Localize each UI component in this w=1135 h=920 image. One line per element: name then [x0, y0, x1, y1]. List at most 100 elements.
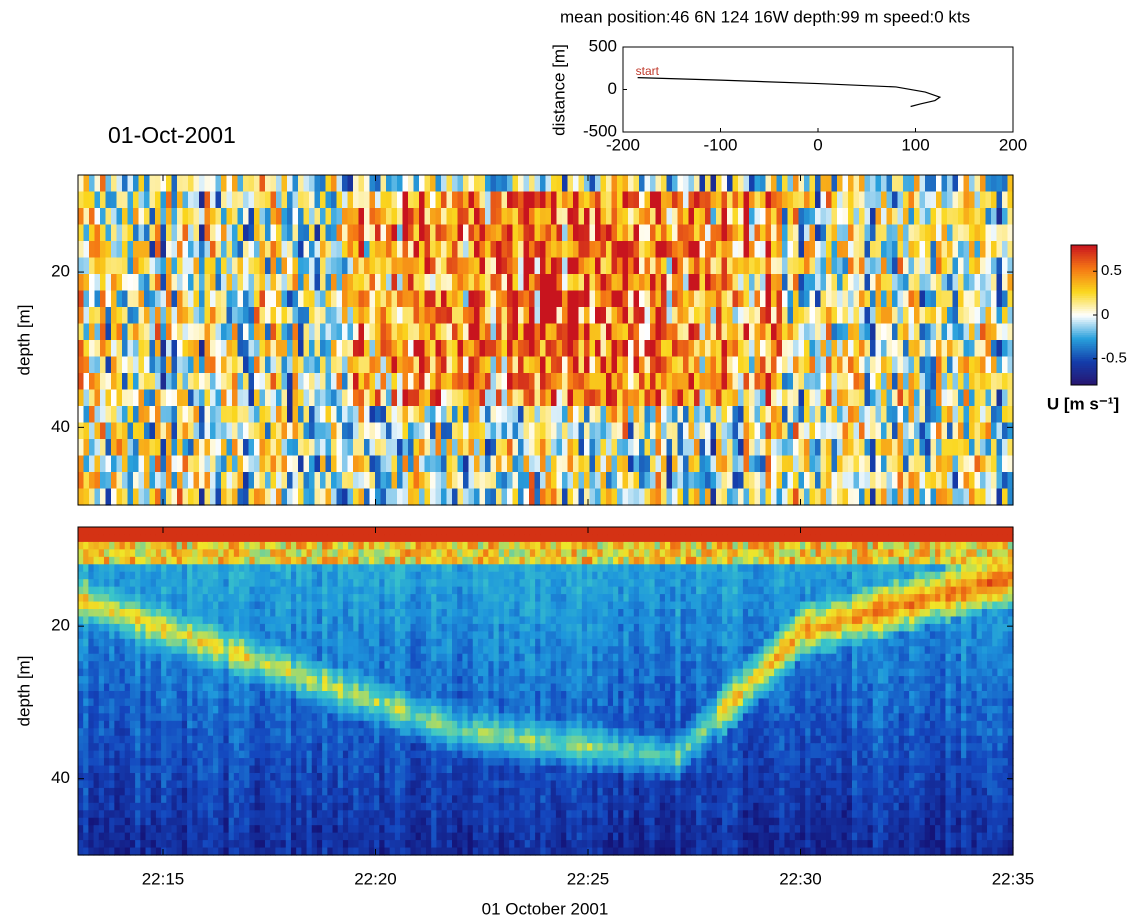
heatmap-cell	[980, 439, 987, 457]
heatmap-cell	[980, 290, 987, 308]
heatmap-cell	[892, 307, 899, 325]
heatmap-cell	[78, 735, 84, 744]
heatmap-cell	[138, 307, 145, 325]
heatmap-cell	[562, 422, 569, 440]
heatmap-cell	[661, 406, 668, 424]
heatmap-cell	[705, 472, 712, 490]
heatmap-cell	[89, 274, 96, 292]
heatmap-cell	[109, 638, 115, 647]
heatmap-cell	[320, 191, 327, 209]
heatmap-cell	[534, 488, 541, 506]
heatmap-cell	[119, 743, 126, 752]
heatmap-cell	[237, 472, 244, 490]
heatmap-cell	[798, 175, 805, 193]
heatmap-cell	[325, 274, 332, 292]
heatmap-cell	[375, 340, 382, 358]
heatmap-cell	[364, 340, 371, 358]
heatmap-cell	[804, 257, 811, 275]
heatmap-cell	[254, 323, 261, 341]
heatmap-cell	[474, 488, 481, 506]
heatmap-cell	[187, 661, 193, 670]
heatmap-cell	[540, 356, 547, 374]
heatmap-cell	[249, 847, 256, 856]
heatmap-cell	[353, 439, 360, 457]
heatmap-cell	[523, 191, 530, 209]
heatmap-cell	[111, 356, 118, 374]
heatmap-cell	[265, 257, 272, 275]
heatmap-cell	[171, 191, 178, 209]
heatmap-cell	[567, 373, 574, 391]
heatmap-cell	[171, 758, 178, 767]
heatmap-cell	[197, 683, 204, 692]
heatmap-cell	[114, 787, 121, 796]
heatmap-cell	[815, 389, 822, 407]
heatmap-cell	[848, 439, 855, 457]
heatmap-cell	[298, 472, 305, 490]
heatmap-cell	[672, 323, 679, 341]
heatmap-cell	[105, 373, 112, 391]
heatmap-cell	[584, 274, 591, 292]
heatmap-cell	[98, 676, 105, 685]
heatmap-cell	[875, 307, 882, 325]
heatmap-cell	[826, 175, 833, 193]
heatmap-cell	[782, 224, 789, 242]
heatmap-cell	[501, 257, 508, 275]
heatmap-cell	[573, 356, 580, 374]
heatmap-cell	[705, 191, 712, 209]
heatmap-cell	[710, 439, 717, 457]
heatmap-cell	[138, 290, 145, 308]
heatmap-cell	[199, 455, 206, 473]
heatmap-cell	[166, 631, 173, 640]
heatmap-cell	[419, 323, 426, 341]
heatmap-cell	[914, 488, 921, 506]
heatmap-cell	[919, 356, 926, 374]
heatmap-cell	[650, 439, 657, 457]
heatmap-cell	[145, 653, 152, 662]
heatmap-cell	[573, 422, 580, 440]
heatmap-cell	[161, 646, 167, 655]
heatmap-cell	[985, 274, 992, 292]
heatmap-cell	[182, 422, 189, 440]
heatmap-cell	[94, 175, 101, 193]
heatmap-cell	[699, 406, 706, 424]
heatmap-cell	[303, 224, 310, 242]
heatmap-cell	[996, 406, 1003, 424]
heatmap-cell	[223, 586, 230, 595]
heatmap-cell	[941, 422, 948, 440]
heatmap-cell	[886, 323, 893, 341]
heatmap-cell	[743, 307, 750, 325]
heatmap-cell	[463, 307, 470, 325]
heatmap-cell	[237, 224, 244, 242]
heatmap-cell	[446, 422, 453, 440]
heatmap-cell	[292, 406, 299, 424]
heatmap-cell	[281, 389, 288, 407]
heatmap-cell	[980, 208, 987, 226]
heatmap-cell	[188, 307, 195, 325]
heatmap-cell	[111, 191, 118, 209]
heatmap-cell	[397, 389, 404, 407]
heatmap-cell	[207, 713, 214, 722]
heatmap-cell	[793, 241, 800, 259]
heatmap-cell	[573, 472, 580, 490]
heatmap-cell	[716, 488, 723, 506]
heatmap-cell	[182, 439, 189, 457]
heatmap-cell	[375, 323, 382, 341]
heatmap-cell	[452, 241, 459, 259]
heatmap-cell	[826, 422, 833, 440]
heatmap-cell	[314, 307, 321, 325]
heatmap-cell	[161, 698, 167, 707]
heatmap-cell	[655, 389, 662, 407]
heatmap-cell	[135, 773, 141, 782]
heatmap-cell	[114, 773, 121, 782]
heatmap-cell	[336, 224, 343, 242]
heatmap-cell	[655, 290, 662, 308]
heatmap-cell	[688, 175, 695, 193]
heatmap-cell	[135, 623, 141, 632]
heatmap-cell	[244, 668, 251, 677]
heatmap-cell	[187, 810, 193, 819]
heatmap-cell	[98, 735, 105, 744]
heatmap-cell	[716, 175, 723, 193]
heatmap-cell	[109, 646, 115, 655]
heatmap-cell	[848, 257, 855, 275]
heatmap-cell	[161, 616, 167, 625]
